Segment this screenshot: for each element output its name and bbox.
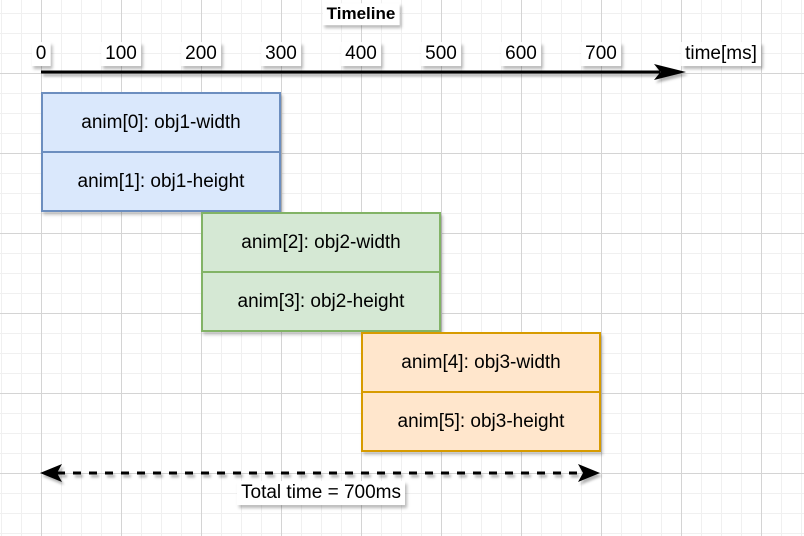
anim-block-3: anim[3]: obj2-height <box>203 271 439 330</box>
axis-tick-100: 100 <box>101 42 141 66</box>
anim-block-4: anim[4]: obj3-width <box>401 351 561 373</box>
axis-unit-label: time[ms] <box>681 42 761 66</box>
band-obj2: anim[2]: obj2-width anim[3]: obj2-height <box>201 212 441 332</box>
total-right-arrowhead-icon <box>578 464 600 482</box>
axis-tick-700: 700 <box>581 42 621 66</box>
axis-tick-600: 600 <box>501 42 541 66</box>
diagram-title: Timeline <box>322 3 400 25</box>
anim-block-2: anim[2]: obj2-width <box>241 231 401 253</box>
axis-tick-400: 400 <box>341 42 381 66</box>
anim-block-1: anim[1]: obj1-height <box>43 151 279 210</box>
axis-tick-200: 200 <box>181 42 221 66</box>
band-obj3: anim[4]: obj3-width anim[5]: obj3-height <box>361 332 601 452</box>
axis-arrowhead-icon <box>654 64 686 80</box>
axis-tick-500: 500 <box>421 42 461 66</box>
band-obj1: anim[0]: obj1-width anim[1]: obj1-height <box>41 92 281 212</box>
axis-tick-300: 300 <box>261 42 301 66</box>
total-left-arrowhead-icon <box>40 464 62 482</box>
total-time-label: Total time = 700ms <box>237 481 405 505</box>
anim-block-0: anim[0]: obj1-width <box>81 111 241 133</box>
axis-tick-0: 0 <box>31 42 51 66</box>
anim-block-5: anim[5]: obj3-height <box>363 391 599 450</box>
